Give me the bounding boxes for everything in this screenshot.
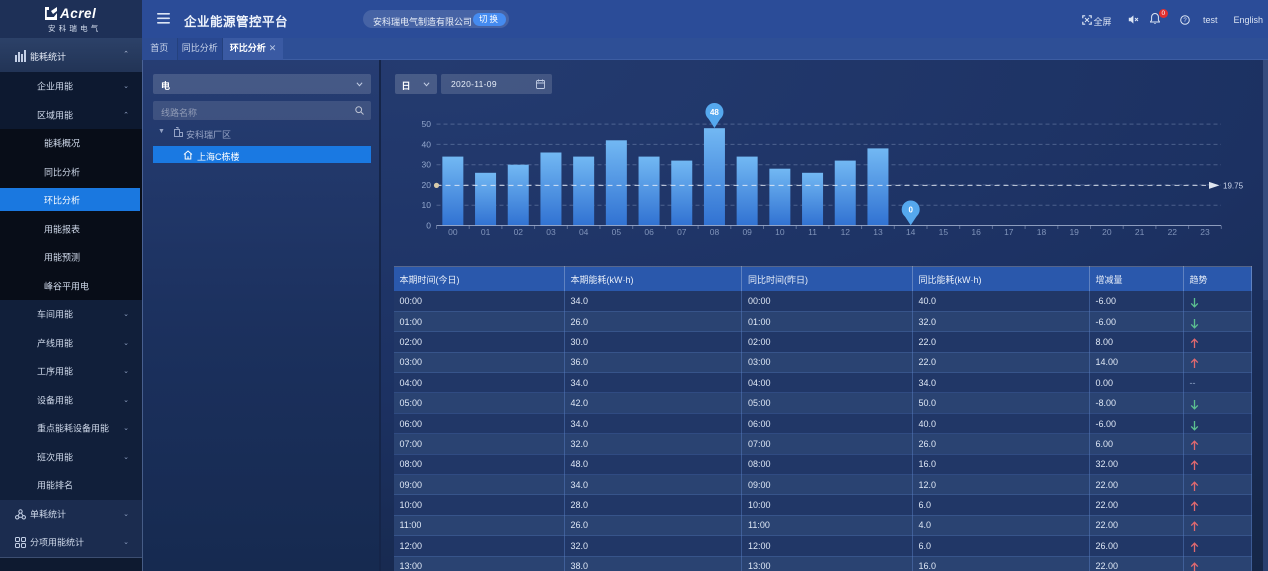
svg-text:00: 00 — [448, 227, 458, 237]
svg-text:07: 07 — [677, 227, 687, 237]
svg-text:30: 30 — [422, 159, 432, 169]
svg-text:40: 40 — [422, 139, 432, 149]
svg-text:22: 22 — [1168, 227, 1178, 237]
svg-text:09: 09 — [742, 227, 752, 237]
svg-text:48: 48 — [710, 108, 719, 117]
svg-text:12: 12 — [841, 227, 851, 237]
svg-text:20: 20 — [1102, 227, 1112, 237]
svg-text:0: 0 — [426, 220, 431, 230]
svg-text:08: 08 — [710, 227, 720, 237]
svg-text:20: 20 — [422, 179, 432, 189]
svg-text:19: 19 — [1069, 227, 1079, 237]
svg-text:18: 18 — [1037, 227, 1047, 237]
svg-text:14: 14 — [906, 227, 916, 237]
svg-text:06: 06 — [644, 227, 654, 237]
svg-text:50: 50 — [422, 119, 432, 129]
svg-text:01: 01 — [481, 227, 491, 237]
svg-text:17: 17 — [1004, 227, 1014, 237]
svg-text:23: 23 — [1200, 227, 1210, 237]
svg-text:10: 10 — [422, 200, 432, 210]
svg-text:02: 02 — [514, 227, 524, 237]
svg-text:15: 15 — [939, 227, 949, 237]
svg-text:16: 16 — [971, 227, 981, 237]
svg-text:03: 03 — [546, 227, 556, 237]
svg-text:11: 11 — [808, 227, 817, 237]
svg-text:?: ? — [1183, 18, 1187, 24]
svg-text:13: 13 — [873, 227, 883, 237]
svg-text:19.75: 19.75 — [1223, 181, 1244, 190]
svg-text:10: 10 — [775, 227, 785, 237]
svg-text:04: 04 — [579, 227, 589, 237]
svg-text:05: 05 — [612, 227, 622, 237]
svg-text:0: 0 — [908, 205, 913, 214]
svg-text:21: 21 — [1135, 227, 1145, 237]
